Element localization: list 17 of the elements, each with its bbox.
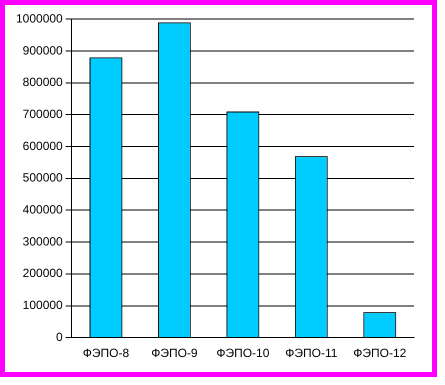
page-frame: ФЭПО-8 ФЭПО-9 ФЭПО-10 ФЭПО-11 ФЭПО-12 0 100000 200000 300000 400000 500000 600000 700000 800000 900000 1000000 <box>0 0 437 377</box>
x-tick-label: ФЭПО-9 <box>151 346 198 360</box>
y-tick-label: 900000 <box>22 43 64 58</box>
y-tick-label: 100000 <box>22 298 64 312</box>
y-tick-label: 300000 <box>22 234 64 248</box>
y-tick-label: 0 <box>56 330 64 344</box>
x-tick-label: ФЭПО-8 <box>82 346 130 360</box>
x-tick-label: ФЭПО-12 <box>353 346 407 360</box>
y-tick-label: 200000 <box>22 266 64 280</box>
y-tick-label: 600000 <box>22 138 64 153</box>
x-tick-label: ФЭПО-11 <box>285 346 338 360</box>
y-tick-label: 1000000 <box>16 12 64 26</box>
y-tick-label: 700000 <box>22 107 64 122</box>
y-tick-label: 800000 <box>22 75 64 90</box>
y-tick-label: 400000 <box>22 202 64 217</box>
x-tick-label: ФЭПО-10 <box>216 346 270 360</box>
y-tick-label: 500000 <box>22 170 64 185</box>
